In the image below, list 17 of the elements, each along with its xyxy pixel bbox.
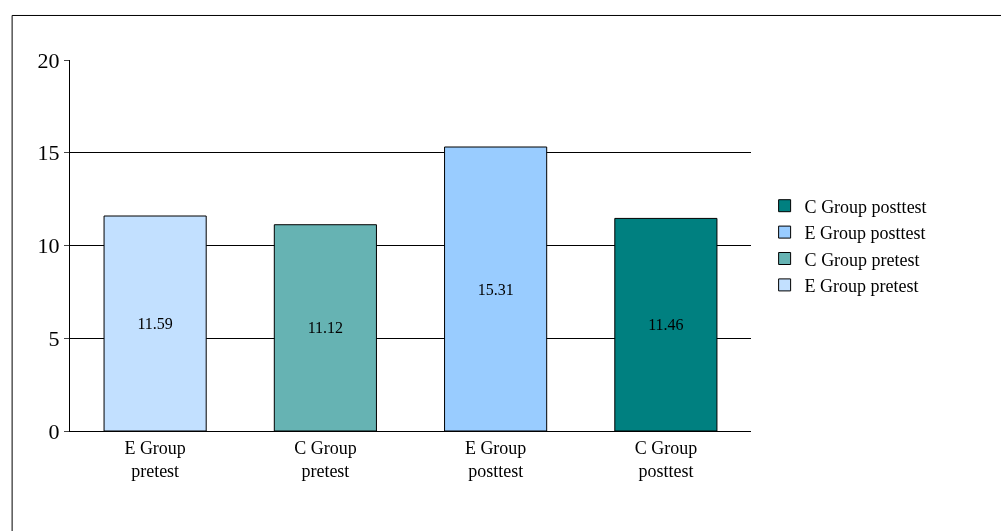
x-tick-label: C Group posttest: [634, 437, 698, 481]
x-tick-label: E Group posttest: [464, 437, 527, 481]
legend-label: C Group posttest: [804, 196, 927, 217]
x-tick-label: C Group pretest: [294, 437, 357, 481]
legend-label: C Group pretest: [804, 249, 920, 270]
x-tick-label: E Group pretest: [124, 437, 186, 481]
y-tick-label: 0: [48, 418, 60, 444]
data-label: 11.59: [137, 315, 173, 333]
y-tick-label: 10: [37, 233, 60, 259]
y-tick-label: 20: [37, 47, 60, 73]
data-label: 11.12: [307, 319, 344, 337]
data-label: 11.46: [648, 316, 684, 334]
legend-label: E Group posttest: [804, 223, 926, 244]
y-tick-label: 15: [37, 140, 60, 166]
data-label: 15.31: [477, 280, 514, 298]
legend-label: E Group pretest: [804, 275, 919, 296]
y-tick-label: 5: [48, 325, 60, 351]
